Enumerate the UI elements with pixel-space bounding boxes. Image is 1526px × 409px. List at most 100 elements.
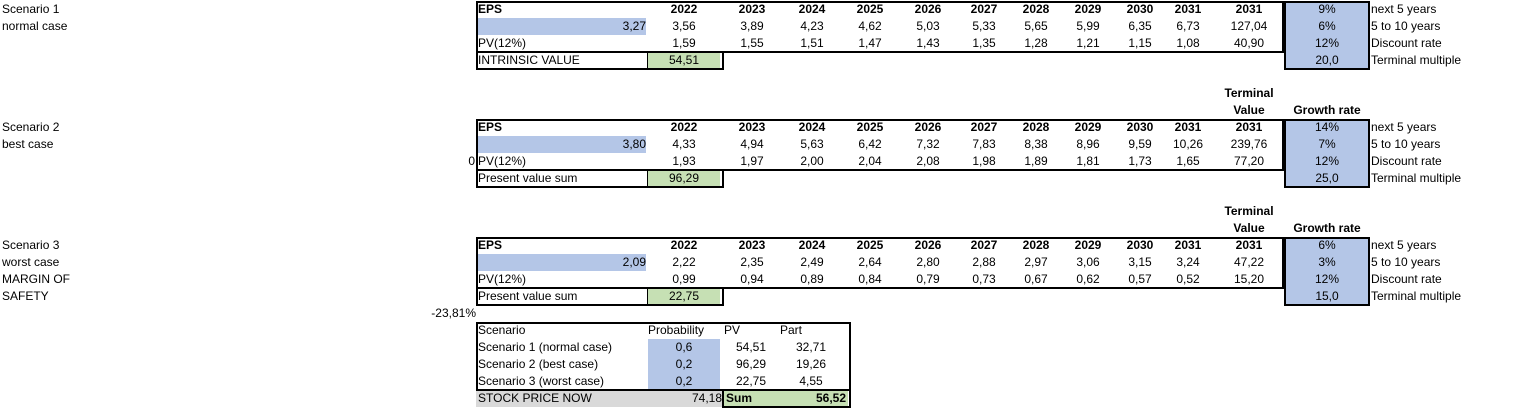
eps-projection-cell[interactable]: 5,03	[916, 19, 940, 33]
eps-projection-cell[interactable]: 2,22	[672, 255, 696, 269]
year-header[interactable]: 2023	[738, 120, 766, 134]
sum-value-cell[interactable]: 22,75	[648, 288, 720, 305]
year-header[interactable]: 2031	[1235, 238, 1263, 252]
year-header[interactable]: 2029	[1074, 120, 1102, 134]
pv-cell[interactable]: 0,62	[1076, 272, 1100, 286]
parameter-cell[interactable]: 12%	[1286, 35, 1368, 52]
eps-projection-cell[interactable]: 4,62	[858, 19, 882, 33]
probability-cell[interactable]: 0,2	[648, 373, 720, 390]
pv-cell[interactable]: 0,57	[1128, 272, 1152, 286]
eps-projection-cell[interactable]: 3,89	[740, 19, 764, 33]
year-header[interactable]: 2026	[914, 2, 942, 16]
eps-projection-cell[interactable]: 3,24	[1176, 255, 1200, 269]
sum-value-cell[interactable]: 54,51	[648, 52, 720, 69]
pv-cell[interactable]: 0,79	[916, 272, 940, 286]
eps-projection-cell[interactable]: 5,63	[800, 137, 824, 151]
year-header[interactable]: 2026	[914, 120, 942, 134]
pv-cell[interactable]: 1,51	[800, 36, 824, 50]
pv-cell[interactable]: 1,47	[858, 36, 882, 50]
year-header[interactable]: 2024	[798, 2, 826, 16]
eps-projection-cell[interactable]: 2,49	[800, 255, 824, 269]
year-header[interactable]: 2031	[1235, 2, 1263, 16]
year-header[interactable]: 2030	[1126, 238, 1154, 252]
pv-cell[interactable]: 1,73	[1128, 154, 1152, 168]
probability-cell[interactable]: 0,6	[648, 339, 720, 356]
year-header[interactable]: 2029	[1074, 238, 1102, 252]
year-header[interactable]: 2022	[670, 2, 698, 16]
year-header[interactable]: 2025	[856, 238, 884, 252]
pv-cell[interactable]: 1,28	[1024, 36, 1048, 50]
year-header[interactable]: 2031	[1174, 238, 1202, 252]
pv-cell[interactable]: 1,55	[740, 36, 764, 50]
eps-projection-cell[interactable]: 2,97	[1024, 255, 1048, 269]
pv-cell[interactable]: 1,15	[1128, 36, 1152, 50]
year-header[interactable]: 2027	[970, 120, 998, 134]
year-header[interactable]: 2025	[856, 2, 884, 16]
parameter-cell[interactable]: 6%	[1286, 18, 1368, 35]
pv-cell[interactable]: 1,98	[972, 154, 996, 168]
pv-cell[interactable]: 1,93	[672, 154, 696, 168]
parameter-cell[interactable]: 25,0	[1286, 170, 1368, 187]
eps-projection-cell[interactable]: 239,76	[1230, 137, 1268, 151]
pv-cell[interactable]: 0,94	[740, 272, 764, 286]
parameter-cell[interactable]: 14%	[1286, 119, 1368, 136]
eps-projection-cell[interactable]: 2,88	[972, 255, 996, 269]
eps-projection-cell[interactable]: 3,06	[1076, 255, 1100, 269]
pv-cell[interactable]: 1,35	[972, 36, 996, 50]
eps-projection-cell[interactable]: 5,99	[1076, 19, 1100, 33]
pv-cell[interactable]: 1,08	[1176, 36, 1200, 50]
eps-projection-cell[interactable]: 9,59	[1128, 137, 1152, 151]
year-header[interactable]: 2025	[856, 120, 884, 134]
year-header[interactable]: 2031	[1174, 120, 1202, 134]
pv-cell[interactable]: 1,59	[672, 36, 696, 50]
parameter-cell[interactable]: 12%	[1286, 153, 1368, 170]
parameter-cell[interactable]: 7%	[1286, 136, 1368, 153]
pv-cell[interactable]: 0,99	[672, 272, 696, 286]
year-header[interactable]: 2028	[1022, 238, 1050, 252]
eps-now-cell[interactable]: 2,09	[478, 254, 646, 271]
year-header[interactable]: 2024	[798, 238, 826, 252]
eps-now-cell[interactable]: 3,80	[478, 136, 646, 153]
pv-cell[interactable]: 0,84	[858, 272, 882, 286]
pv-cell[interactable]: 0,67	[1024, 272, 1048, 286]
pv-cell[interactable]: 1,21	[1076, 36, 1100, 50]
pv-cell[interactable]: 15,20	[1233, 272, 1265, 286]
stock-price-value[interactable]: 74,18	[691, 391, 722, 405]
pv-cell[interactable]: 0,52	[1176, 272, 1200, 286]
year-header[interactable]: 2029	[1074, 2, 1102, 16]
pv-cell[interactable]: 1,89	[1024, 154, 1048, 168]
pv-cell[interactable]: 1,43	[916, 36, 940, 50]
parameter-cell[interactable]: 20,0	[1286, 52, 1368, 69]
eps-projection-cell[interactable]: 5,33	[972, 19, 996, 33]
year-header[interactable]: 2028	[1022, 2, 1050, 16]
eps-projection-cell[interactable]: 2,64	[858, 255, 882, 269]
year-header[interactable]: 2031	[1235, 120, 1263, 134]
year-header[interactable]: 2022	[670, 120, 698, 134]
year-header[interactable]: 2023	[738, 238, 766, 252]
parameter-cell[interactable]: 9%	[1286, 1, 1368, 18]
year-header[interactable]: 2027	[970, 2, 998, 16]
pv-cell[interactable]: 1,97	[740, 154, 764, 168]
pv-cell[interactable]: 1,65	[1176, 154, 1200, 168]
eps-projection-cell[interactable]: 6,35	[1128, 19, 1152, 33]
eps-projection-cell[interactable]: 4,33	[672, 137, 696, 151]
pv-cell[interactable]: 0,89	[800, 272, 824, 286]
year-header[interactable]: 2023	[738, 2, 766, 16]
eps-projection-cell[interactable]: 6,73	[1176, 19, 1200, 33]
eps-projection-cell[interactable]: 5,65	[1024, 19, 1048, 33]
eps-projection-cell[interactable]: 3,15	[1128, 255, 1152, 269]
pv-cell[interactable]: 2,00	[800, 154, 824, 168]
year-header[interactable]: 2030	[1126, 2, 1154, 16]
pv-cell[interactable]: 2,08	[916, 154, 940, 168]
pv-cell[interactable]: 2,04	[858, 154, 882, 168]
eps-projection-cell[interactable]: 8,96	[1076, 137, 1100, 151]
year-header[interactable]: 2027	[970, 238, 998, 252]
year-header[interactable]: 2028	[1022, 120, 1050, 134]
year-header[interactable]: 2031	[1174, 2, 1202, 16]
eps-projection-cell[interactable]: 7,83	[972, 137, 996, 151]
eps-projection-cell[interactable]: 127,04	[1230, 19, 1268, 33]
eps-projection-cell[interactable]: 2,35	[740, 255, 764, 269]
parameter-cell[interactable]: 3%	[1286, 254, 1368, 271]
eps-projection-cell[interactable]: 10,26	[1172, 137, 1204, 151]
eps-projection-cell[interactable]: 3,56	[672, 19, 696, 33]
